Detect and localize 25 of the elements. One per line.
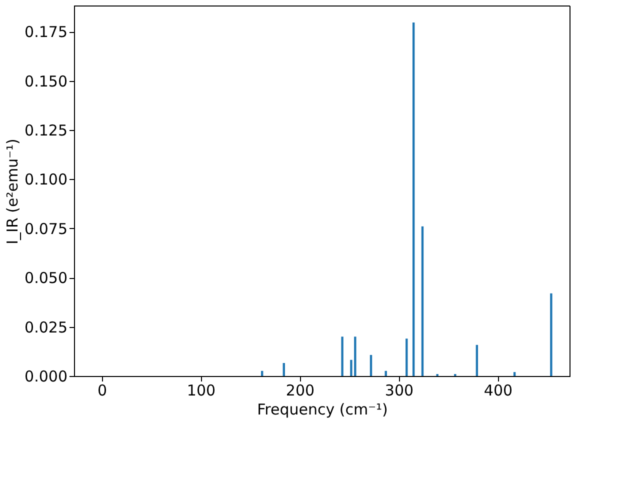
x-tick-label: 0 — [97, 382, 107, 400]
bar — [412, 22, 415, 376]
y-tick-label: 0.050 — [24, 269, 68, 288]
y-tick-label: 0.125 — [24, 121, 68, 140]
bar — [550, 293, 552, 376]
bar — [421, 226, 424, 376]
y-tick-label: 0.150 — [24, 72, 68, 90]
bar — [354, 336, 356, 376]
x-tick-label: 100 — [186, 382, 216, 400]
y-tick-label: 0.100 — [24, 170, 68, 189]
bar — [476, 344, 478, 376]
bar — [370, 354, 372, 376]
y-tick-label: 0.075 — [24, 220, 68, 238]
x-tick-label: 200 — [286, 382, 315, 400]
y-tick-label: 0.025 — [24, 318, 68, 336]
x-tick-label: 400 — [484, 382, 513, 400]
x-tick-label: 300 — [384, 382, 414, 400]
bar — [513, 372, 516, 376]
bar — [341, 336, 344, 376]
bar — [406, 338, 408, 376]
y-axis-title: I_IR (e²emu⁻¹) — [4, 138, 22, 244]
y-tick-label: 0.175 — [24, 23, 68, 42]
bar — [282, 363, 285, 376]
x-axis-title: Frequency (cm⁻¹) — [257, 400, 388, 418]
y-tick-label: 0.000 — [24, 368, 68, 386]
